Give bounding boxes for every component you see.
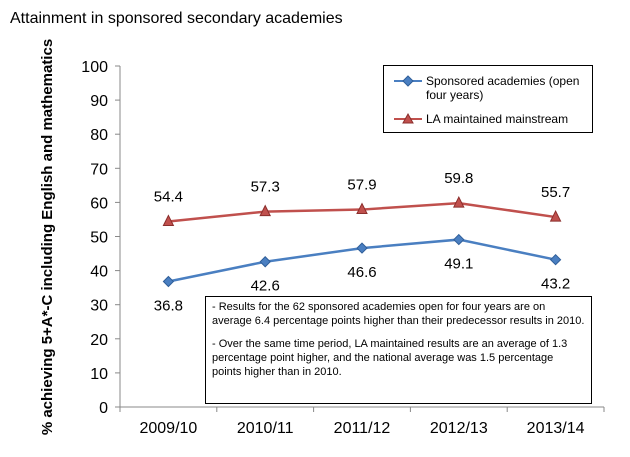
sponsored-data-label: 42.6 <box>251 278 280 295</box>
x-tick-label: 2012/13 <box>430 420 488 437</box>
la-maintained-point <box>356 202 368 215</box>
x-tick-label: 2011/12 <box>334 420 391 437</box>
legend-item-sponsored: Sponsored academies (open four years) <box>392 74 592 104</box>
sponsored-point <box>549 253 562 266</box>
sponsored-point <box>453 233 465 246</box>
la-maintained-point <box>259 204 272 217</box>
la-maintained-data-label: 54.4 <box>154 188 183 205</box>
legend-label-sponsored: Sponsored academies (open four years) <box>426 74 580 102</box>
la-maintained-data-label: 59.8 <box>444 170 473 187</box>
la-maintained-point <box>452 195 465 208</box>
legend-swatch-sponsored <box>394 75 422 87</box>
x-tick-label: 2009/10 <box>139 420 197 437</box>
sponsored-data-label: 36.8 <box>154 298 183 315</box>
chart-title: Attainment in sponsored secondary academ… <box>10 10 343 27</box>
y-tick-label: 40 <box>90 264 108 281</box>
sponsored-point <box>162 275 175 288</box>
y-tick-label: 90 <box>90 93 108 110</box>
sponsored-point <box>259 256 271 268</box>
y-tick-label: 20 <box>90 332 108 349</box>
la-maintained-data-label: 55.7 <box>541 184 570 201</box>
sponsored-data-label: 46.6 <box>347 264 376 281</box>
y-tick-label: 70 <box>90 161 108 178</box>
legend-item-la-maintained: LA maintained mainstream <box>392 112 592 128</box>
annotation-text-2: - Over the same time period, LA maintain… <box>212 338 568 378</box>
y-tick-label: 100 <box>81 59 108 76</box>
y-tick-label: 0 <box>99 400 108 417</box>
la-maintained-data-label: 57.9 <box>347 177 376 194</box>
y-tick-label: 30 <box>90 298 108 315</box>
sponsored-data-label: 49.1 <box>444 256 473 273</box>
y-axis-label: % achieving 5+A*-C including English and… <box>39 39 56 435</box>
y-tick-label: 10 <box>90 366 108 383</box>
x-tick-label: 2013/14 <box>527 420 585 437</box>
annotation-box: - Results for the 62 sponsored academies… <box>205 296 592 404</box>
legend-swatch-la-maintained <box>394 112 422 124</box>
y-tick-label: 50 <box>90 230 108 247</box>
la-maintained-data-label: 57.3 <box>251 179 280 196</box>
sponsored-data-label: 43.2 <box>541 276 570 293</box>
x-tick-label: 2010/11 <box>237 420 294 437</box>
y-tick-label: 60 <box>90 195 108 212</box>
chart-legend: Sponsored academies (open four years) LA… <box>383 65 593 133</box>
y-tick-label: 80 <box>90 127 108 144</box>
la-maintained-point <box>162 214 175 226</box>
sponsored-point <box>356 242 368 254</box>
la-maintained-point <box>549 209 562 222</box>
annotation-text-1: - Results for the 62 sponsored academies… <box>212 301 585 327</box>
legend-label-la-maintained: LA maintained mainstream <box>426 112 569 126</box>
